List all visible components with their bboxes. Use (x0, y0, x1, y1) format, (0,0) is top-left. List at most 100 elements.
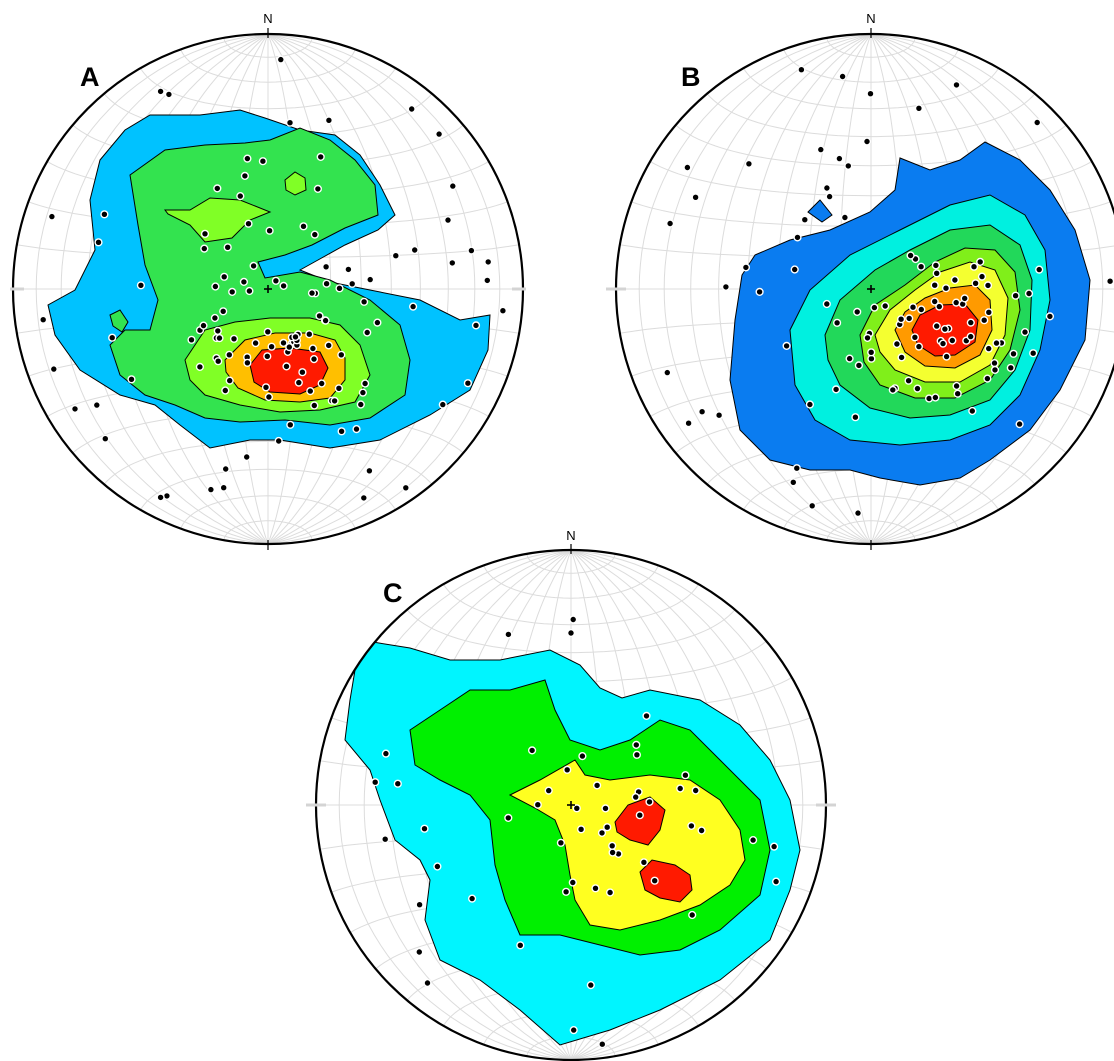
stereonet-panel-a: N A (10, 11, 526, 550)
pole-point (371, 778, 380, 787)
pole-point (790, 265, 799, 274)
pole-point (844, 161, 853, 171)
pole-point (881, 301, 890, 311)
pole-point (906, 251, 915, 260)
pole-point (279, 281, 288, 291)
small-circle (706, 93, 1036, 138)
pole-point (415, 947, 424, 957)
pole-point (249, 261, 258, 271)
pole-point (310, 401, 319, 410)
pole-point (1006, 363, 1015, 372)
pole-point (1045, 312, 1055, 321)
pole-point (769, 842, 779, 851)
pole-point (822, 299, 831, 309)
pole-point (938, 339, 948, 348)
pole-point (199, 321, 208, 330)
contour-level-4-lower (639, 859, 693, 903)
pole-point (592, 781, 602, 790)
pole-point (897, 353, 906, 362)
pole-point (793, 233, 802, 242)
pole-point (363, 328, 372, 337)
pole-point (391, 251, 400, 260)
pole-point (1009, 349, 1018, 358)
pole-point (443, 216, 453, 225)
pole-point (1020, 328, 1030, 337)
pole-point (990, 359, 999, 368)
pole-point (603, 823, 612, 832)
pole-point (888, 385, 897, 395)
pole-point (663, 368, 672, 377)
pole-point (870, 303, 879, 312)
pole-point (47, 212, 57, 221)
pole-point (291, 332, 300, 342)
pole-point (274, 436, 283, 446)
pole-point (825, 192, 834, 201)
pole-point (306, 387, 315, 396)
pole-point (156, 493, 165, 502)
pole-point (650, 876, 659, 885)
pole-point (980, 316, 989, 325)
pole-point (832, 318, 842, 327)
pole-point (265, 226, 274, 235)
pole-point (373, 318, 382, 327)
pole-point (983, 374, 992, 383)
pole-point (258, 157, 268, 166)
pole-point (360, 297, 369, 306)
pole-point (361, 379, 370, 388)
pole-point (211, 282, 220, 291)
pole-point (940, 325, 950, 334)
pole-point (635, 811, 644, 820)
pole-point (381, 749, 391, 758)
pole-point (471, 321, 481, 330)
pole-point (966, 318, 975, 327)
pole-point (816, 145, 825, 154)
pole-point (127, 375, 136, 384)
pole-point (236, 192, 245, 201)
pole-point (851, 413, 860, 422)
pole-point (931, 261, 941, 270)
pole-point (992, 339, 1001, 348)
pole-point (1011, 291, 1020, 300)
pole-point (935, 302, 944, 311)
pole-points (663, 65, 1114, 518)
pole-point (952, 80, 961, 90)
small-circle (103, 440, 433, 485)
pole-point (822, 183, 832, 193)
pole-point (407, 104, 416, 114)
small-circle (223, 37, 313, 58)
pole-point (213, 326, 222, 336)
small-circle (180, 495, 356, 529)
panel-label-c: C (383, 578, 403, 608)
pole-point (916, 262, 926, 271)
panel-label-b: B (681, 62, 701, 92)
pole-point (401, 483, 410, 492)
pole-point (467, 246, 476, 255)
pole-point (561, 887, 571, 896)
pole-point (423, 978, 432, 988)
pole-point (410, 245, 419, 255)
small-circle (180, 49, 356, 83)
pole-point (789, 478, 798, 487)
pole-point (415, 900, 424, 909)
pole-point (931, 393, 940, 402)
pole-point (393, 779, 402, 788)
pole-point (971, 279, 980, 288)
pole-point (665, 219, 675, 228)
pole-point (484, 257, 493, 267)
pole-point (917, 305, 926, 314)
contour-level-1-spot (807, 199, 833, 223)
pole-point (569, 615, 578, 624)
pole-point (952, 298, 961, 307)
pole-point (792, 464, 801, 473)
pole-point (267, 342, 276, 351)
pole-point (94, 238, 103, 247)
pole-point (359, 493, 368, 503)
pole-point (691, 786, 700, 795)
pole-point (687, 821, 696, 831)
pole-point (639, 858, 649, 867)
pole-point (101, 434, 110, 443)
pole-point (504, 813, 513, 823)
pole-point (572, 804, 581, 813)
pole-point (356, 400, 365, 409)
pole-point (200, 244, 209, 253)
